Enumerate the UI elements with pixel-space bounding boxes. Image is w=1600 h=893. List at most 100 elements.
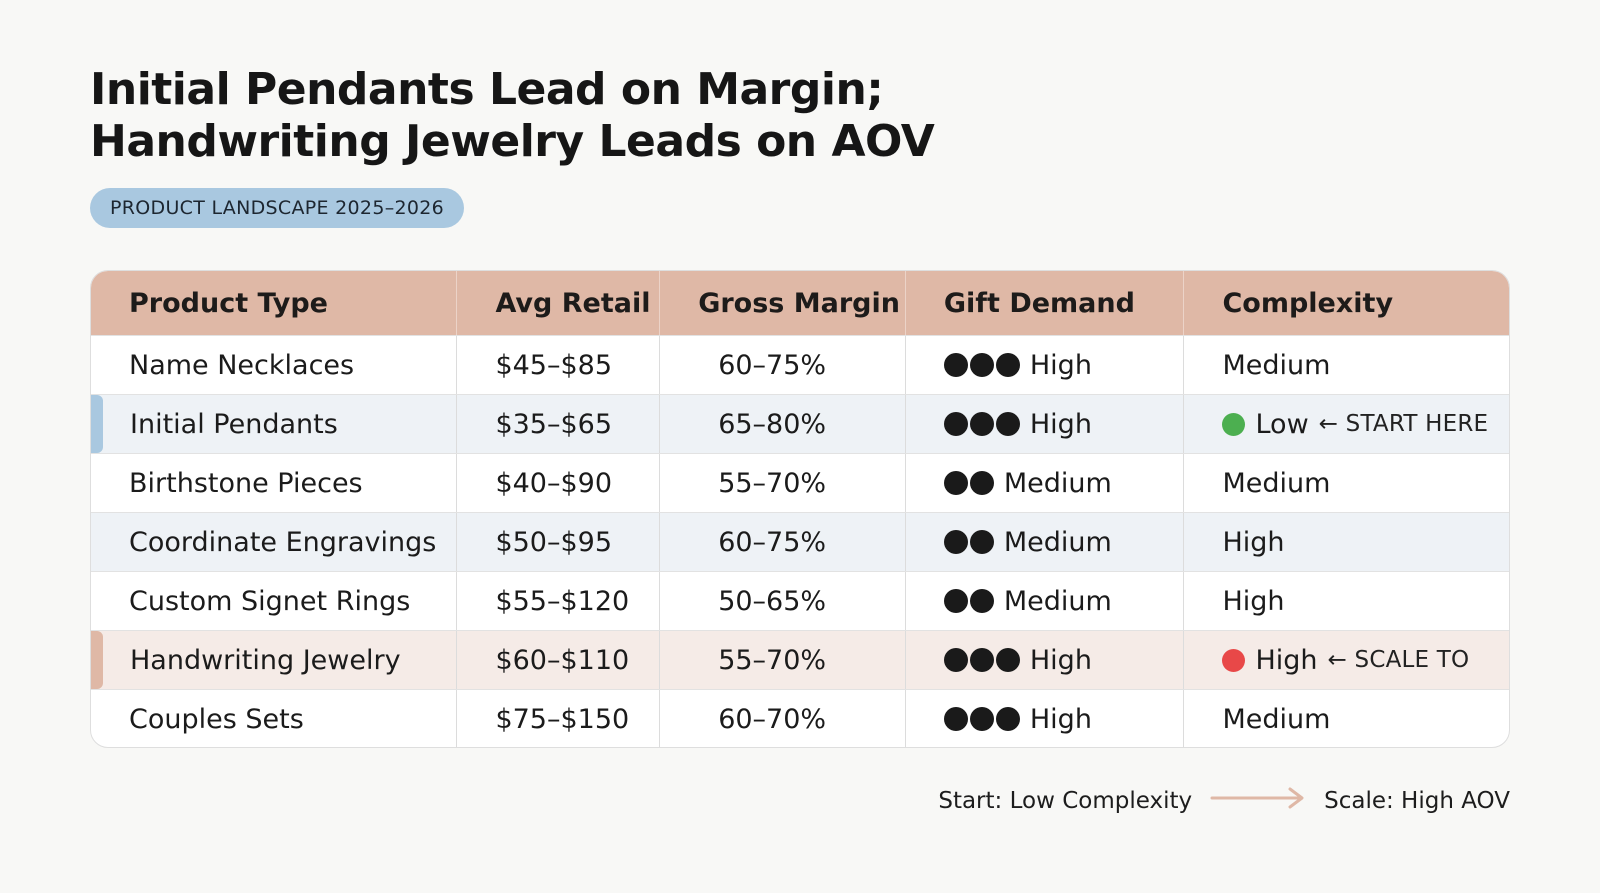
gift-demand-level: Medium: [1003, 526, 1112, 558]
complexity-level: High: [1255, 644, 1318, 676]
table-row: Couples Sets $75–$150 60–70% High Medium: [91, 689, 1509, 747]
cell-complexity: High: [1183, 513, 1509, 571]
product-name: Coordinate Engravings: [129, 526, 437, 558]
demand-dot-icon: [969, 353, 994, 377]
cell-avg-retail: $75–$150: [456, 690, 659, 747]
product-name: Custom Signet Rings: [129, 585, 411, 617]
retail-range: $45–$85: [495, 349, 613, 381]
demand-dots-icon: [943, 707, 1020, 731]
cell-complexity: Medium: [1183, 690, 1509, 747]
product-name: Couples Sets: [129, 703, 304, 735]
cell-gift-demand: Medium: [904, 572, 1184, 630]
margin-range: 55–70%: [718, 467, 827, 499]
cell-gross-margin: 50–65%: [659, 572, 905, 630]
cell-complexity: High ← SCALE TO: [1183, 631, 1509, 689]
demand-dots-icon: [943, 530, 994, 554]
cell-avg-retail: $45–$85: [456, 336, 659, 394]
demand-dot-icon: [995, 707, 1020, 731]
cell-gift-demand: High: [904, 395, 1184, 453]
status-dot-icon: [1222, 412, 1246, 436]
title-line-1: Initial Pendants Lead on Margin;: [90, 64, 884, 115]
table-header-row: Product Type Avg Retail Gross Margin Gif…: [91, 271, 1509, 335]
complexity-level: Low: [1255, 408, 1309, 440]
cell-gross-margin: 55–70%: [659, 454, 905, 512]
product-name: Birthstone Pieces: [129, 467, 363, 499]
demand-dot-icon: [995, 353, 1020, 377]
demand-dot-icon: [943, 707, 968, 731]
section-badge: PRODUCT LANDSCAPE 2025–2026: [90, 188, 465, 228]
table-row: Name Necklaces $45–$85 60–75% High Medium: [91, 335, 1509, 394]
cell-avg-retail: $50–$95: [456, 513, 659, 571]
margin-range: 65–80%: [718, 408, 827, 440]
retail-range: $55–$120: [495, 585, 630, 617]
complexity-level: Medium: [1222, 467, 1331, 499]
demand-dots-icon: [943, 589, 994, 613]
complexity-level: Medium: [1222, 703, 1331, 735]
gift-demand-level: Medium: [1003, 467, 1112, 499]
cell-gift-demand: High: [904, 690, 1184, 747]
demand-dot-icon: [943, 353, 968, 377]
demand-dot-icon: [969, 530, 994, 554]
demand-dot-icon: [943, 412, 968, 436]
cell-gift-demand: High: [904, 336, 1184, 394]
demand-dot-icon: [943, 589, 968, 613]
cell-complexity: High: [1183, 572, 1509, 630]
margin-range: 55–70%: [718, 644, 827, 676]
demand-dot-icon: [969, 648, 994, 672]
cell-gross-margin: 65–80%: [659, 395, 905, 453]
right-arrow-icon: [1210, 786, 1306, 816]
cell-product-type: Couples Sets: [91, 690, 456, 747]
demand-dot-icon: [995, 648, 1020, 672]
header-avg-retail: Avg Retail: [456, 271, 659, 335]
retail-range: $60–$110: [495, 644, 630, 676]
table-row: Handwriting Jewelry $60–$110 55–70% High Hig…: [91, 630, 1509, 689]
demand-dot-icon: [943, 648, 968, 672]
table-row: Birthstone Pieces $40–$90 55–70% Medium Medi…: [91, 453, 1509, 512]
cell-complexity: Medium: [1183, 336, 1509, 394]
demand-dots-icon: [943, 471, 994, 495]
legend-end-label: Scale: High AOV: [1324, 788, 1510, 814]
gift-demand-level: High: [1029, 703, 1092, 735]
margin-range: 60–75%: [718, 349, 827, 381]
header-product-type: Product Type: [129, 287, 328, 319]
header-complexity: Complexity: [1183, 271, 1509, 335]
demand-dot-icon: [969, 707, 994, 731]
retail-range: $35–$65: [495, 408, 613, 440]
table-row: Custom Signet Rings $55–$120 50–65% Medium H…: [91, 571, 1509, 630]
demand-dot-icon: [969, 471, 994, 495]
cell-avg-retail: $40–$90: [456, 454, 659, 512]
progression-legend: Start: Low Complexity Scale: High AOV: [938, 786, 1510, 816]
margin-range: 60–75%: [718, 526, 827, 558]
header-gift-demand: Gift Demand: [904, 271, 1184, 335]
retail-range: $50–$95: [495, 526, 613, 558]
cell-product-type: Name Necklaces: [91, 336, 456, 394]
header-gross-margin: Gross Margin: [659, 271, 905, 335]
retail-range: $75–$150: [495, 703, 630, 735]
margin-range: 50–65%: [718, 585, 827, 617]
product-name: Handwriting Jewelry: [130, 644, 401, 676]
cell-product-type: Handwriting Jewelry: [91, 631, 456, 689]
demand-dot-icon: [943, 471, 968, 495]
cell-gross-margin: 60–75%: [659, 336, 905, 394]
status-dot-icon: [1222, 648, 1246, 672]
cell-avg-retail: $60–$110: [456, 631, 659, 689]
cell-gross-margin: 55–70%: [659, 631, 905, 689]
demand-dot-icon: [995, 412, 1020, 436]
row-highlight-marker: [91, 631, 103, 689]
complexity-level: High: [1222, 526, 1285, 558]
demand-dots-icon: [943, 353, 1020, 377]
demand-dot-icon: [943, 530, 968, 554]
legend-start-label: Start: Low Complexity: [938, 788, 1193, 814]
retail-range: $40–$90: [495, 467, 613, 499]
product-table: Product Type Avg Retail Gross Margin Gif…: [90, 270, 1510, 748]
complexity-note: ← START HERE: [1318, 411, 1489, 437]
row-highlight-marker: [91, 395, 103, 453]
gift-demand-level: High: [1029, 644, 1092, 676]
title-line-2: Handwriting Jewelry Leads on AOV: [90, 116, 935, 167]
demand-dots-icon: [943, 648, 1020, 672]
cell-avg-retail: $35–$65: [456, 395, 659, 453]
complexity-note: ← SCALE TO: [1327, 647, 1470, 673]
complexity-level: Medium: [1222, 349, 1331, 381]
cell-gift-demand: Medium: [904, 454, 1184, 512]
cell-complexity: Medium: [1183, 454, 1509, 512]
